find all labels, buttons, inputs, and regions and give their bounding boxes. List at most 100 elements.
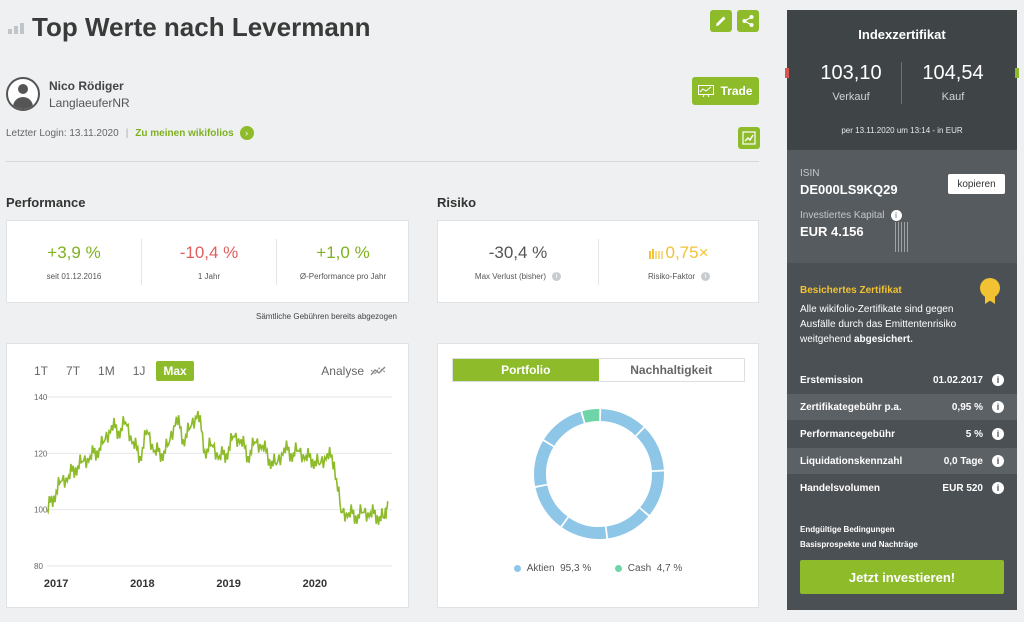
medal-icon — [980, 278, 1000, 298]
sidebar-title: Indexzertifikat — [858, 27, 946, 42]
detail-value: 5 % — [965, 428, 983, 440]
tab-1m[interactable]: 1M — [98, 364, 115, 378]
tab-1j[interactable]: 1J — [132, 364, 146, 378]
performance-since-start: +3,9 % seit 01.12.2016 — [7, 221, 141, 303]
risk-factor-label: Risiko-Faktor — [647, 272, 696, 281]
share-button[interactable] — [737, 10, 759, 32]
bar-chart-icon — [8, 20, 24, 34]
avatar[interactable] — [6, 77, 40, 111]
slice-aktien[interactable] — [636, 427, 664, 471]
portfolio-card: Portfolio Nachhaltigkeit Aktien 95,3 % C… — [437, 343, 759, 608]
slice-aktien[interactable] — [640, 471, 664, 515]
risk-factor-value: 0,75× — [665, 243, 709, 262]
risiko-title: Risiko — [437, 195, 477, 210]
divider — [141, 239, 142, 285]
chart-range-tabs: 1T 7T 1M 1J Max — [27, 361, 198, 381]
performance-value: +1,0 % — [316, 243, 370, 262]
secured-bold: abgesichert. — [853, 334, 913, 345]
legend-value: 95,3 % — [560, 563, 592, 574]
info-icon[interactable]: i — [992, 374, 1004, 386]
isin-section: ISIN DE000LS9KQ29 kopieren Investiertes … — [787, 150, 1017, 263]
performance-card: +3,9 % seit 01.12.2016 -10,4 % 1 Jahr +1… — [6, 220, 409, 303]
price-timestamp: per 13.11.2020 um 13:14 - in EUR — [841, 126, 963, 135]
certificate-sidebar: Indexzertifikat 103,10 Verkauf 104,54 Ka… — [785, 10, 1019, 610]
trade-label: Trade — [720, 84, 753, 98]
info-icon[interactable]: i — [992, 455, 1004, 467]
conditions-link[interactable]: Endgültige Bedingungen — [800, 525, 895, 534]
slice-aktien[interactable] — [600, 409, 644, 436]
allocation-donut — [534, 409, 664, 539]
last-login-text: Letzter Login: 13.11.2020 — [6, 127, 119, 139]
secured-title: Besichertes Zertifikat — [800, 285, 902, 296]
detail-key: Zertifikategebühr p.a. — [800, 401, 902, 413]
slice-aktien[interactable] — [606, 508, 649, 539]
detail-row: Liquidationskennzahl 0,0 Tage i — [787, 448, 1017, 474]
slice-aktien[interactable] — [534, 441, 554, 487]
detail-row: Performancegebühr 5 % i — [787, 421, 1017, 447]
tab-portfolio[interactable]: Portfolio — [453, 359, 599, 381]
author-block: Nico Rödiger LanglaeuferNR — [6, 77, 130, 111]
share-icon — [742, 15, 754, 27]
risiko-card: -30,4 % Max Verlust (bisher) i 0,75× Risi… — [437, 220, 759, 303]
buy-price-value: 104,54 — [922, 62, 984, 84]
arrow-right-icon[interactable]: › — [239, 126, 254, 140]
slice-cash[interactable] — [582, 409, 600, 423]
tab-max[interactable]: Max — [156, 361, 194, 381]
detail-value: 01.02.2017 — [932, 374, 983, 386]
page-title: Top Werte nach Levermann — [32, 11, 371, 42]
my-wikifolios-link[interactable]: Zu meinen wikifolios — [135, 127, 234, 139]
buy-price: 104,54 Kauf — [903, 62, 1003, 103]
info-icon[interactable]: i — [992, 428, 1004, 440]
tab-7t[interactable]: 7T — [66, 364, 81, 378]
price-divider — [901, 62, 902, 104]
prospectus-link[interactable]: Basisprospekte und Nachträge — [800, 540, 918, 549]
price-header: Indexzertifikat 103,10 Verkauf 104,54 Ka… — [785, 10, 1019, 150]
x-tick-label: 2018 — [130, 578, 154, 590]
series-line — [46, 410, 389, 525]
y-tick-label: 80 — [34, 562, 43, 571]
chart-toggle-button[interactable] — [738, 127, 760, 149]
info-icon[interactable]: i — [701, 272, 711, 282]
trade-button[interactable]: Trade — [692, 77, 759, 105]
tab-nachhaltigkeit[interactable]: Nachhaltigkeit — [630, 363, 713, 377]
performance-label: seit 01.12.2016 — [46, 272, 102, 281]
detail-row: Erstemission 01.02.2017 i — [787, 367, 1017, 393]
max-loss-value: -30,4 % — [488, 243, 548, 262]
info-icon[interactable]: i — [992, 401, 1004, 413]
detail-value: 0,95 % — [951, 401, 983, 413]
bid-marker — [785, 68, 789, 78]
donut-legend: Aktien 95,3 % Cash 4,7 % — [438, 563, 758, 574]
performance-label: Ø-Performance pro Jahr — [299, 272, 387, 281]
info-icon[interactable]: i — [992, 482, 1004, 494]
max-loss: -30,4 % Max Verlust (bisher) i — [438, 221, 598, 303]
divider — [276, 239, 277, 285]
pencil-icon — [716, 16, 726, 26]
ask-marker — [1015, 68, 1019, 78]
secured-info: Besichertes Zertifikat Alle wikifolio-Ze… — [800, 285, 990, 347]
tab-1t[interactable]: 1T — [34, 364, 49, 378]
author-name[interactable]: Nico Rödiger — [49, 78, 124, 93]
sell-price: 103,10 Verkauf — [801, 62, 901, 103]
slice-aktien[interactable] — [535, 485, 568, 527]
info-icon[interactable]: i — [552, 272, 562, 282]
invest-button[interactable]: Jetzt investieren! — [800, 560, 1004, 594]
edit-button[interactable] — [710, 10, 732, 32]
author-handle[interactable]: LanglaeuferNR — [49, 95, 130, 110]
performance-value: -10,4 % — [179, 243, 239, 262]
copy-isin-button[interactable]: kopieren — [948, 174, 1005, 194]
isin-label: ISIN — [800, 168, 820, 179]
analyse-button[interactable]: Analyse — [321, 364, 386, 378]
legend-name: Aktien — [526, 563, 555, 574]
sell-price-value: 103,10 — [820, 62, 882, 84]
section-divider — [6, 161, 759, 162]
capital-label: Investiertes Kapital — [800, 210, 885, 222]
legend-dot — [513, 564, 521, 572]
slice-aktien[interactable] — [543, 411, 585, 446]
info-icon[interactable]: i — [890, 210, 902, 221]
document-links: Endgültige Bedingungen Basisprospekte un… — [800, 522, 918, 552]
y-tick-label: 140 — [34, 393, 48, 402]
detail-row: Zertifikategebühr p.a. 0,95 % i — [787, 394, 1017, 420]
detail-key: Liquidationskennzahl — [800, 455, 903, 467]
slice-aktien[interactable] — [561, 517, 607, 539]
fees-note: Sämtliche Gebühren bereits abgezogen — [256, 312, 397, 321]
